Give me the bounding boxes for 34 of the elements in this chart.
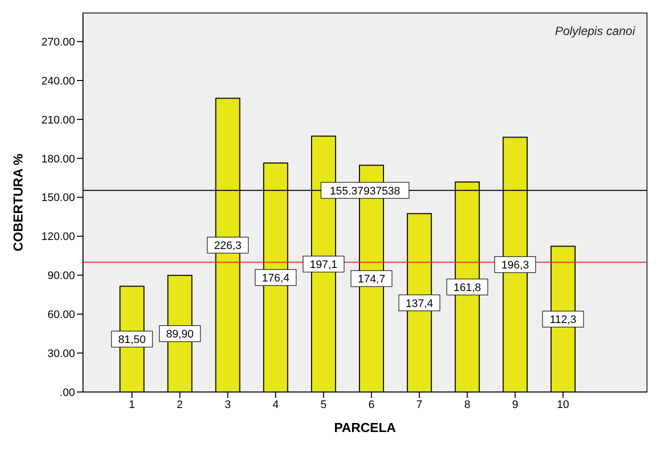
x-tick-label: 2 xyxy=(176,398,183,411)
y-tick-label: 270.00 xyxy=(41,36,75,48)
x-tick-label: 9 xyxy=(512,398,518,411)
x-tick-label: 1 xyxy=(128,398,136,411)
x-tick-label: 7 xyxy=(416,398,422,411)
data-label: 112,3 xyxy=(550,314,576,326)
data-label: 197,1 xyxy=(310,259,338,272)
y-tick-label: .00 xyxy=(60,386,75,399)
x-tick-label: 8 xyxy=(464,398,470,411)
ref-line-label: 155.37937538 xyxy=(330,185,400,198)
data-label: 161,8 xyxy=(454,282,482,294)
data-label: 89,90 xyxy=(166,328,194,341)
y-tick-label: 180.00 xyxy=(41,153,75,166)
x-axis-title: PARCELA xyxy=(334,420,397,435)
data-label: 226,3 xyxy=(214,240,242,252)
x-tick-label: 10 xyxy=(556,398,570,411)
y-tick-label: 60.00 xyxy=(47,309,75,322)
data-label: 174,7 xyxy=(358,274,386,286)
data-label: 137,4 xyxy=(406,298,434,310)
data-label: 176,4 xyxy=(262,272,290,285)
y-tick-label: 90.00 xyxy=(47,270,75,282)
x-tick-label: 6 xyxy=(368,398,375,411)
annotation: Polylepis canoi xyxy=(554,24,636,38)
y-tick-label: 240.00 xyxy=(41,75,75,88)
y-tick-label: 120.00 xyxy=(41,231,75,244)
y-tick-label: 210.00 xyxy=(41,114,75,126)
data-label: 196,3 xyxy=(501,260,529,272)
y-tick-label: 150.00 xyxy=(41,192,75,204)
y-axis-title: COBERTURA % xyxy=(10,153,26,252)
x-tick-label: 3 xyxy=(224,398,231,411)
data-label: 81,50 xyxy=(118,334,146,346)
x-tick-label: 4 xyxy=(272,398,279,411)
y-tick-label: 30.00 xyxy=(47,348,75,360)
x-tick-label: 5 xyxy=(320,398,327,411)
